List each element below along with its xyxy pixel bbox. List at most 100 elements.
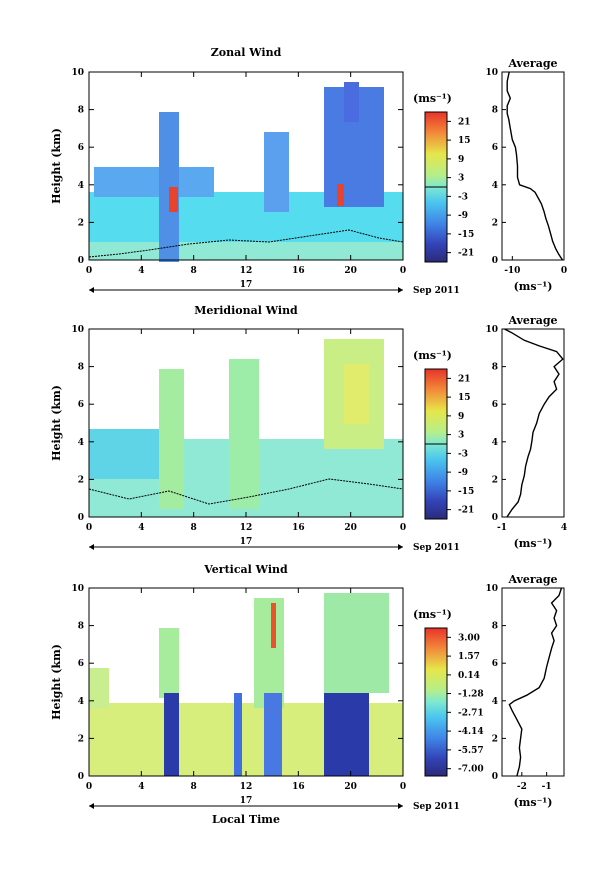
- zonal-colorbar: (ms⁻¹) 21 15 9 3 -3 -9 -15 -21: [413, 92, 474, 263]
- heatmap-tower-4: [344, 82, 359, 122]
- heatmap-mid-layer: [94, 167, 214, 197]
- vertical-x-label: Local Time: [212, 813, 280, 826]
- x-tick-label: 0: [400, 266, 406, 276]
- vertical-title: Vertical Wind: [203, 563, 288, 576]
- heatmap-downdraft-1: [164, 693, 179, 776]
- heatmap-tower-1: [159, 628, 179, 698]
- average-y-tick-label: 2: [492, 734, 498, 744]
- zero-contour: [88, 229, 404, 258]
- colorbar-tick-label: 3.00: [458, 633, 480, 643]
- colorbar-tick-label: -3: [458, 449, 468, 459]
- zonal-average-x-ticks: -10 0: [504, 256, 567, 276]
- y-tick-label: 6: [78, 400, 84, 410]
- colorbar-tick-label: -7.00: [458, 765, 484, 775]
- average-x-tick-label: -1: [497, 523, 507, 533]
- x-tick-label: 20: [344, 266, 357, 276]
- zonal-x-ticks: 0 4 8 12 16 20 0: [86, 72, 406, 276]
- vertical-average-title: Average: [507, 573, 557, 586]
- zonal-colorbar-ticks: 21 15 9 3 -3 -9 -15 -21: [447, 117, 474, 259]
- heatmap-tower-2: [229, 359, 259, 509]
- average-profile-line: [508, 587, 563, 777]
- heatmap-tower-4: [344, 364, 369, 424]
- y-tick-label: 6: [78, 659, 84, 669]
- vertical-colorbar: (ms⁻¹) 3.00 1.57 0.14 -1.28 -2.71 -4.14 -5.57 -…: [413, 608, 484, 777]
- x-tick-label: 0: [86, 782, 92, 792]
- colorbar-tick-label: -9: [458, 211, 468, 221]
- zonal-heatmap: [88, 82, 404, 262]
- meridional-title: Meridional Wind: [194, 304, 298, 317]
- heatmap-downdraft-2: [234, 693, 242, 776]
- average-y-tick-label: 4: [492, 697, 498, 707]
- meridional-average-title: Average: [507, 314, 557, 327]
- x-tick-label: 20: [344, 523, 357, 533]
- y-tick-label: 2: [78, 475, 84, 485]
- colorbar-tick-label: -2.71: [458, 708, 484, 718]
- date-arrow-left-icon: [89, 803, 94, 809]
- colorbar-tick-label: -21: [458, 506, 474, 516]
- y-tick-label: 0: [78, 772, 84, 782]
- meridional-heatmap: [88, 339, 404, 517]
- average-y-tick-label: 0: [492, 256, 498, 266]
- zonal-date-label: Sep 2011: [413, 286, 460, 296]
- y-tick-label: 8: [78, 622, 84, 632]
- x-tick-label: 0: [86, 523, 92, 533]
- heatmap-jet-1: [169, 187, 178, 212]
- meridional-date-label: Sep 2011: [413, 543, 460, 553]
- average-x-tick-label: -2: [517, 782, 527, 792]
- colorbar-tick-label: -9: [458, 468, 468, 478]
- colorbar-gradient: [424, 627, 448, 777]
- average-x-tick-label: -10: [504, 266, 520, 276]
- zero-contour: [88, 478, 404, 505]
- y-tick-label: 4: [78, 438, 84, 448]
- colorbar-tick-label: 15: [458, 136, 471, 146]
- x-tick-label: 8: [191, 782, 197, 792]
- colorbar-tick-label: -3: [458, 192, 468, 202]
- x-tick-label: 0: [86, 266, 92, 276]
- y-tick-label: 10: [71, 325, 84, 335]
- colorbar-tick-label: 3: [458, 174, 464, 184]
- vertical-date-label: Sep 2011: [413, 802, 460, 812]
- zonal-average-panel: Average -10 0 0 2 4 6 8 10 (ms⁻¹): [485, 57, 567, 293]
- date-arrow-right-icon: [398, 803, 403, 809]
- x-tick-label: 8: [191, 266, 197, 276]
- x-tick-label: 12: [240, 782, 253, 792]
- average-y-tick-label: 6: [492, 143, 498, 153]
- meridional-colorbar-unit: (ms⁻¹): [413, 349, 452, 362]
- meridional-average-panel: Average -1 4 0 2 4 6 8 10 (ms⁻¹): [485, 314, 567, 550]
- colorbar-tick-label: 15: [458, 393, 471, 403]
- colorbar-tick-label: 21: [458, 374, 471, 384]
- average-y-tick-label: 10: [485, 584, 498, 594]
- heatmap-downdraft-3: [264, 693, 282, 776]
- average-frame: [501, 71, 565, 261]
- meridional-average-y-ticks: 0 2 4 6 8 10: [485, 325, 506, 523]
- y-tick-label: 8: [78, 106, 84, 116]
- colorbar-tick-label: -15: [458, 230, 474, 240]
- heatmap-mid-layer: [89, 429, 159, 479]
- vertical-date-day: 17: [240, 796, 253, 806]
- average-y-tick-label: 10: [485, 325, 498, 335]
- zonal-y-label: Height (km): [50, 128, 63, 204]
- average-y-tick-label: 6: [492, 400, 498, 410]
- x-tick-label: 0: [400, 523, 406, 533]
- average-y-tick-label: 4: [492, 438, 498, 448]
- heatmap-tower-2: [264, 132, 289, 212]
- meridional-colorbar: (ms⁻¹) 21 15 9 3 -3 -9 -15 -21: [413, 349, 474, 520]
- average-y-tick-label: 10: [485, 68, 498, 78]
- x-tick-label: 4: [138, 266, 144, 276]
- meridional-y-label: Height (km): [50, 385, 63, 461]
- y-tick-label: 10: [71, 68, 84, 78]
- vertical-average-panel: Average -2 -1 0 2 4 6 8 10 (ms⁻¹): [485, 573, 565, 809]
- vertical-heatmap: [89, 593, 403, 776]
- vertical-colorbar-ticks: 3.00 1.57 0.14 -1.28 -2.71 -4.14 -5.57 -7.00: [447, 633, 484, 775]
- vertical-average-x-label: (ms⁻¹): [514, 796, 553, 809]
- colorbar-tick-label: 21: [458, 117, 471, 127]
- zonal-average-y-ticks: 0 2 4 6 8 10: [485, 68, 506, 266]
- average-y-tick-label: 0: [492, 772, 498, 782]
- x-tick-label: 16: [292, 782, 305, 792]
- colorbar-tick-label: 3: [458, 431, 464, 441]
- average-profile-line: [504, 328, 564, 518]
- meridional-average-x-label: (ms⁻¹): [514, 537, 553, 550]
